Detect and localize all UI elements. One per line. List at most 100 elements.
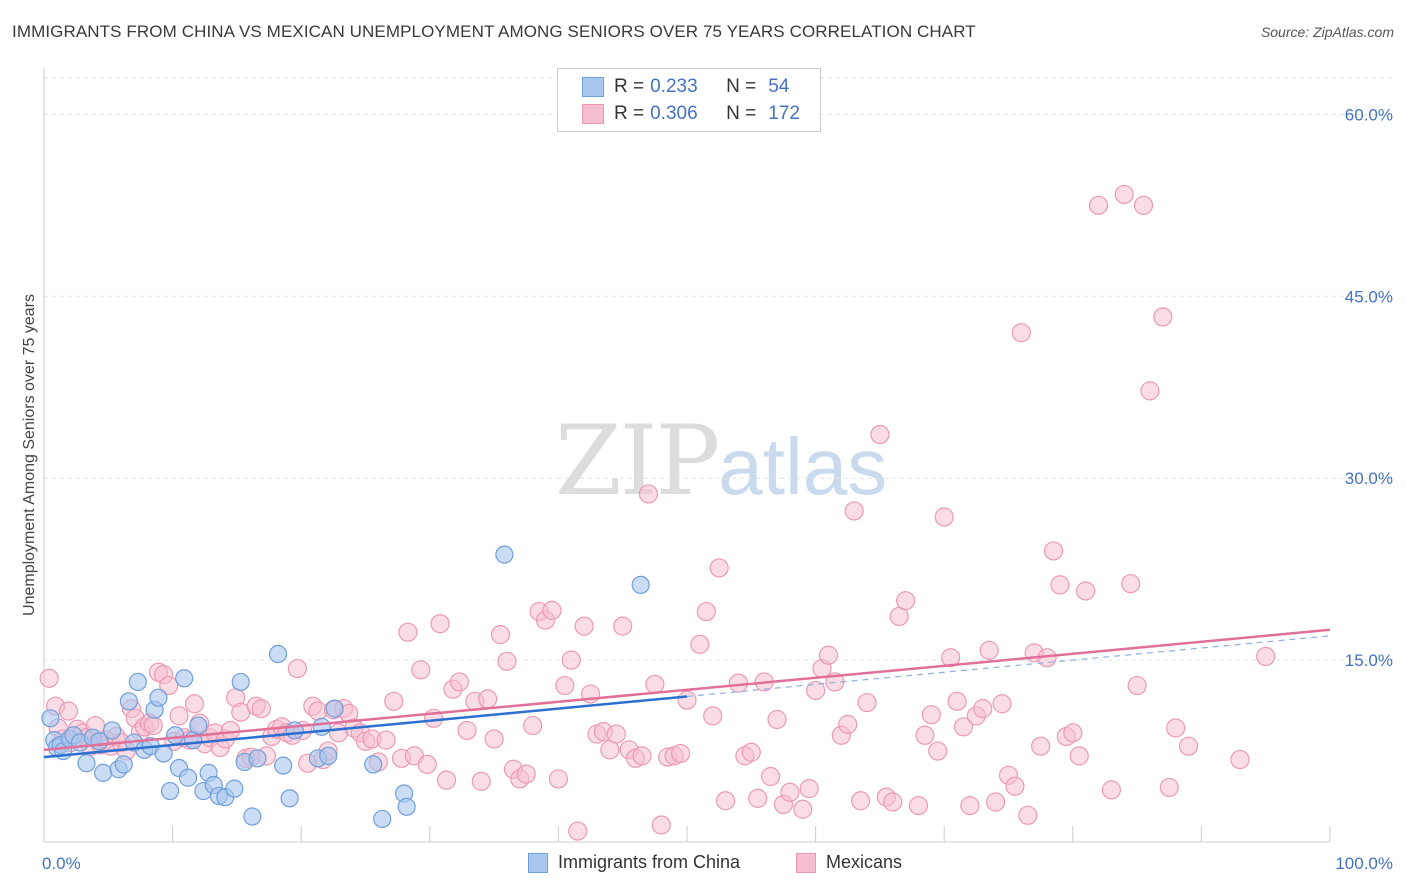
mexicans-point [523,715,543,736]
china-point [319,746,338,765]
x-tick-label: 0.0% [42,854,81,873]
china-point [178,768,198,787]
mexicans-point [376,730,396,750]
mexicans-point [478,689,498,709]
mexicans-r-value: 0.306 [650,103,698,124]
mexicans-point [979,640,999,660]
mexicans-point [430,614,450,634]
china-point [274,756,293,775]
mexicans-point [934,507,954,527]
china-point [166,726,185,745]
china-n-label: N = [726,76,757,97]
mexicans-point [638,484,659,504]
mexicans-point [805,680,826,701]
mexicans-point [471,771,491,791]
mexicans-point [748,788,768,808]
mexicans-point [690,634,710,654]
china-point [285,721,304,740]
mexicans-point [992,694,1012,714]
mexicans-point [1256,646,1276,667]
china-point [312,717,331,736]
chart-title: IMMIGRANTS FROM CHINA VS MEXICAN UNEMPLO… [12,22,976,41]
mexicans-point [1043,541,1064,561]
china-legend-swatch [528,852,548,873]
china-point [114,755,133,774]
china-point [231,672,250,692]
mexicans-point [39,668,59,688]
mexicans-point [857,692,877,713]
china-point [325,699,344,718]
mexicans-point [1076,581,1096,601]
mexicans-r-label: R = [614,103,645,124]
mexicans-point [606,724,626,744]
mexicans-point [1101,780,1121,800]
china-point [160,781,180,801]
series-legend: Immigrants from China Mexicans [0,852,1406,878]
mexicans-point [818,645,839,665]
china-point [225,779,244,798]
mexicans-point [516,764,536,784]
mexicans-point [484,729,504,749]
mexicans-point [1127,675,1147,696]
china-point [119,692,138,711]
china-point [373,809,392,829]
mexicans-point [1011,323,1031,343]
mexicans-legend-label: Mexicans [826,852,903,872]
mexicans-point [715,791,736,811]
mexicans-point [398,622,418,642]
mexicans-point [677,690,697,710]
mexicans-point [728,673,749,693]
watermark: ZIPatlas [555,405,887,517]
y-tick-label: 15.0% [1345,651,1393,670]
china-r-value: 0.233 [650,76,698,97]
mexicans-point [613,616,633,636]
china-point [103,721,122,740]
mexicans-point [645,674,665,694]
china-point [268,644,288,664]
y-tick-label: 30.0% [1345,469,1393,488]
china-n-value: 54 [768,76,790,97]
mexicans-point [838,714,858,734]
mexicans-point [741,742,761,762]
mexicans-point [490,625,511,645]
china-trend-dashed [686,635,1331,698]
mexicans-point [1050,575,1070,595]
mexicans-trend-line [43,628,1331,752]
china-point [128,672,147,692]
china-point [175,669,194,688]
china-point [94,763,113,782]
mexicans-point [651,815,671,835]
china-swatch [582,77,604,97]
china-trend-line [43,695,688,759]
trend-lines [43,628,1331,759]
mexicans-point [941,648,961,668]
china-point [631,575,650,595]
china-legend-label: Immigrants from China [558,852,741,872]
legend-item-china: Immigrants from China [528,852,740,873]
mexicans-point [384,691,404,711]
china-point [495,545,514,564]
mexicans-n-label: N = [726,103,757,124]
mexicans-point [908,796,929,816]
mexicans-point [1121,574,1141,594]
mexicans-point [457,720,477,741]
china-point [397,797,416,816]
mexicans-point [953,717,974,737]
china-point [243,807,262,826]
mexicans-point [921,705,941,725]
mexicans-point [561,650,581,670]
mexicans-point [883,792,903,812]
mexicans-point [159,675,179,696]
y-axis-label: Unemployment Among Seniors over 75 years [21,294,38,616]
mexicans-point [1005,776,1025,796]
y-tick-label: 45.0% [1345,287,1393,306]
mexicans-point [555,675,575,696]
mexicans-point [1133,195,1154,215]
mexicans-point [568,821,588,841]
mexicans-point [143,715,163,736]
mexicans-point [1018,805,1038,825]
mexicans-point [1159,777,1179,798]
legend-row-china: R = 0.233 N = 54 [582,75,789,99]
mexicans-point [497,651,517,671]
